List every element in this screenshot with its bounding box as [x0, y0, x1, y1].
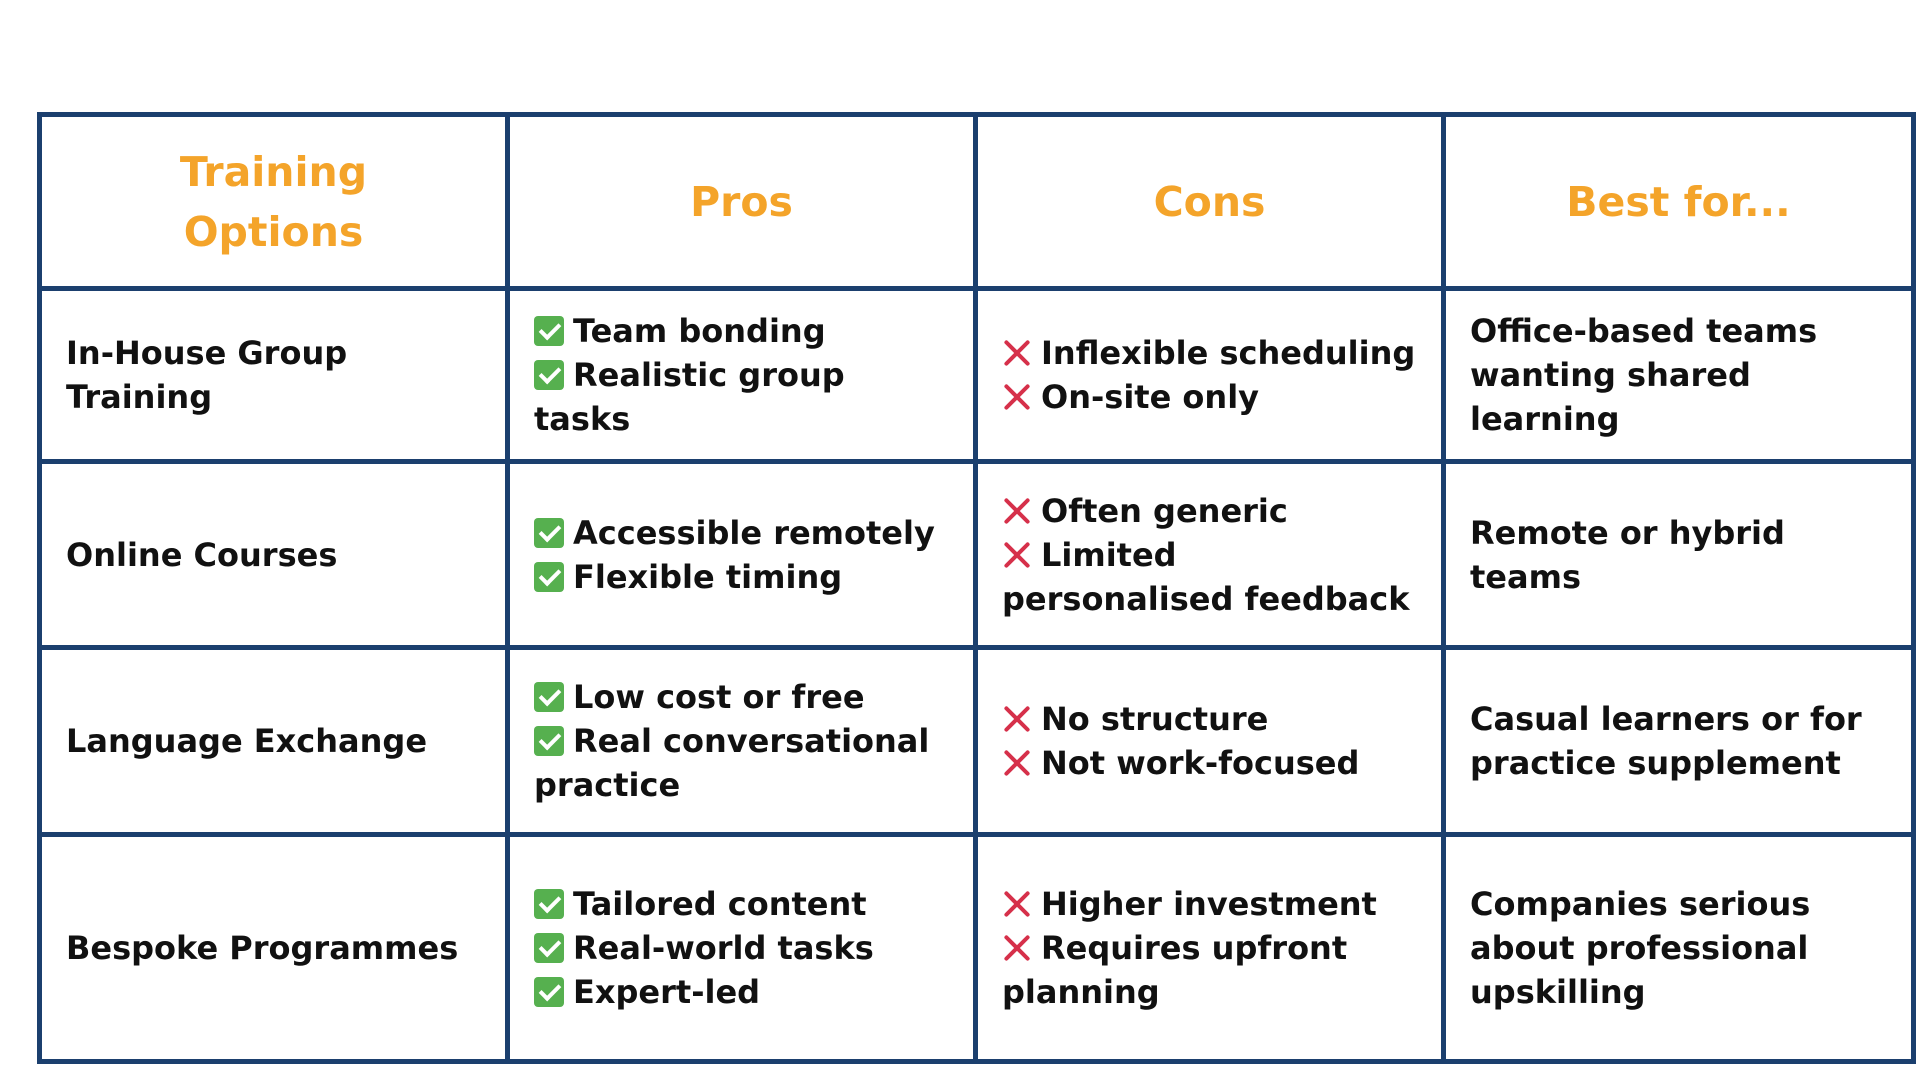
con-item: Often generic [1002, 489, 1417, 533]
cons-cell: Often generic Limited personalised feedb… [973, 459, 1446, 650]
option-cell: Bespoke Programmes [37, 832, 510, 1064]
table-row: Online Courses Accessible remotely Flexi… [37, 459, 1916, 650]
cross-icon [1002, 496, 1032, 526]
con-item: Limited personalised feedback [1002, 533, 1417, 621]
pro-text: Real-world tasks [573, 929, 874, 967]
check-icon [534, 889, 564, 919]
con-text: Often generic [1041, 491, 1288, 530]
option-cell: Language Exchange [37, 645, 510, 837]
check-icon [534, 561, 564, 592]
pro-item: Expert-led [534, 970, 949, 1014]
header-training-options-line1: Training [179, 147, 368, 196]
best-for-cell: Casual learners or for practice suppleme… [1441, 645, 1916, 837]
header-row: Training Options Pros Cons Best for... [37, 112, 1916, 291]
con-item: Higher investment [1002, 882, 1417, 926]
pro-item: Real conversational practice [534, 719, 949, 807]
check-icon [534, 517, 564, 548]
header-cons: Cons [973, 112, 1446, 291]
con-item: Requires upfront planning [1002, 926, 1417, 1014]
pro-text: Accessible remotely [573, 513, 935, 552]
header-best-for: Best for... [1441, 112, 1916, 291]
con-text: Inflexible scheduling [1041, 334, 1416, 372]
con-text: Limited personalised feedback [1002, 535, 1410, 618]
cons-cell: No structure Not work-focused [973, 645, 1446, 837]
con-item: On-site only [1002, 375, 1417, 419]
check-icon [534, 726, 564, 756]
con-item: No structure [1002, 697, 1417, 741]
cons-cell: Higher investment Requires upfront plann… [973, 832, 1446, 1064]
pro-item: Real-world tasks [534, 926, 949, 970]
pros-cell: Low cost or free Real conversational pra… [505, 645, 978, 837]
header-pros: Pros [505, 112, 978, 291]
con-text: Higher investment [1041, 885, 1377, 923]
con-text: On-site only [1041, 378, 1260, 416]
pro-text: Expert-led [573, 973, 761, 1011]
pro-item: Realistic group tasks [534, 353, 949, 441]
cons-cell: Inflexible scheduling On-site only [973, 286, 1446, 464]
header-training-options-line2: Options [183, 207, 364, 256]
check-icon [534, 977, 564, 1007]
pros-cell: Tailored content Real-world tasks Expert… [505, 832, 978, 1064]
check-icon [534, 682, 564, 712]
option-cell: In-House Group Training [37, 286, 510, 464]
pro-text: Tailored content [573, 885, 867, 923]
cross-icon [1002, 748, 1032, 778]
check-icon [534, 316, 564, 346]
con-text: No structure [1041, 700, 1269, 738]
option-cell: Online Courses [37, 459, 510, 650]
check-icon [534, 933, 564, 963]
best-for-cell: Companies serious about professional ups… [1441, 832, 1916, 1064]
check-icon [534, 360, 564, 390]
pro-item: Flexible timing [534, 555, 949, 599]
pros-cell: Team bonding Realistic group tasks [505, 286, 978, 464]
pro-text: Flexible timing [573, 557, 843, 596]
pro-text: Low cost or free [573, 678, 865, 716]
con-text: Not work-focused [1041, 744, 1360, 782]
cross-icon [1002, 889, 1032, 919]
best-for-cell: Remote or hybrid teams [1441, 459, 1916, 650]
cross-icon [1002, 338, 1032, 368]
con-text: Requires upfront planning [1002, 929, 1348, 1011]
con-item: Not work-focused [1002, 741, 1417, 785]
cross-icon [1002, 540, 1032, 570]
cross-icon [1002, 704, 1032, 734]
best-for-cell: Office-based teams wanting shared learni… [1441, 286, 1916, 464]
table-row: Bespoke Programmes Tailored content Real… [37, 832, 1916, 1064]
cross-icon [1002, 933, 1032, 963]
con-item: Inflexible scheduling [1002, 331, 1417, 375]
pro-item: Team bonding [534, 309, 949, 353]
pros-cell: Accessible remotely Flexible timing [505, 459, 978, 650]
pro-text: Real conversational practice [534, 722, 930, 804]
cross-icon [1002, 382, 1032, 412]
table-row: Language Exchange Low cost or free Real … [37, 645, 1916, 837]
pro-item: Low cost or free [534, 675, 949, 719]
pro-item: Accessible remotely [534, 511, 949, 555]
pro-text: Team bonding [573, 312, 826, 350]
table-row: In-House Group Training Team bonding Rea… [37, 286, 1916, 464]
header-training-options: Training Options [37, 112, 510, 291]
pro-item: Tailored content [534, 882, 949, 926]
training-options-table: Training Options Pros Cons Best for... I… [37, 112, 1916, 1064]
pro-text: Realistic group tasks [534, 356, 845, 438]
